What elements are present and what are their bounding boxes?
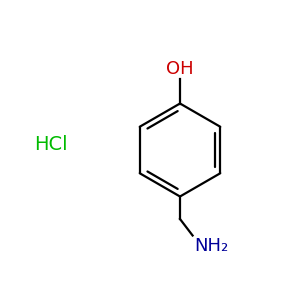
- Text: NH₂: NH₂: [194, 237, 228, 255]
- Text: HCl: HCl: [34, 134, 68, 154]
- Text: OH: OH: [166, 60, 194, 78]
